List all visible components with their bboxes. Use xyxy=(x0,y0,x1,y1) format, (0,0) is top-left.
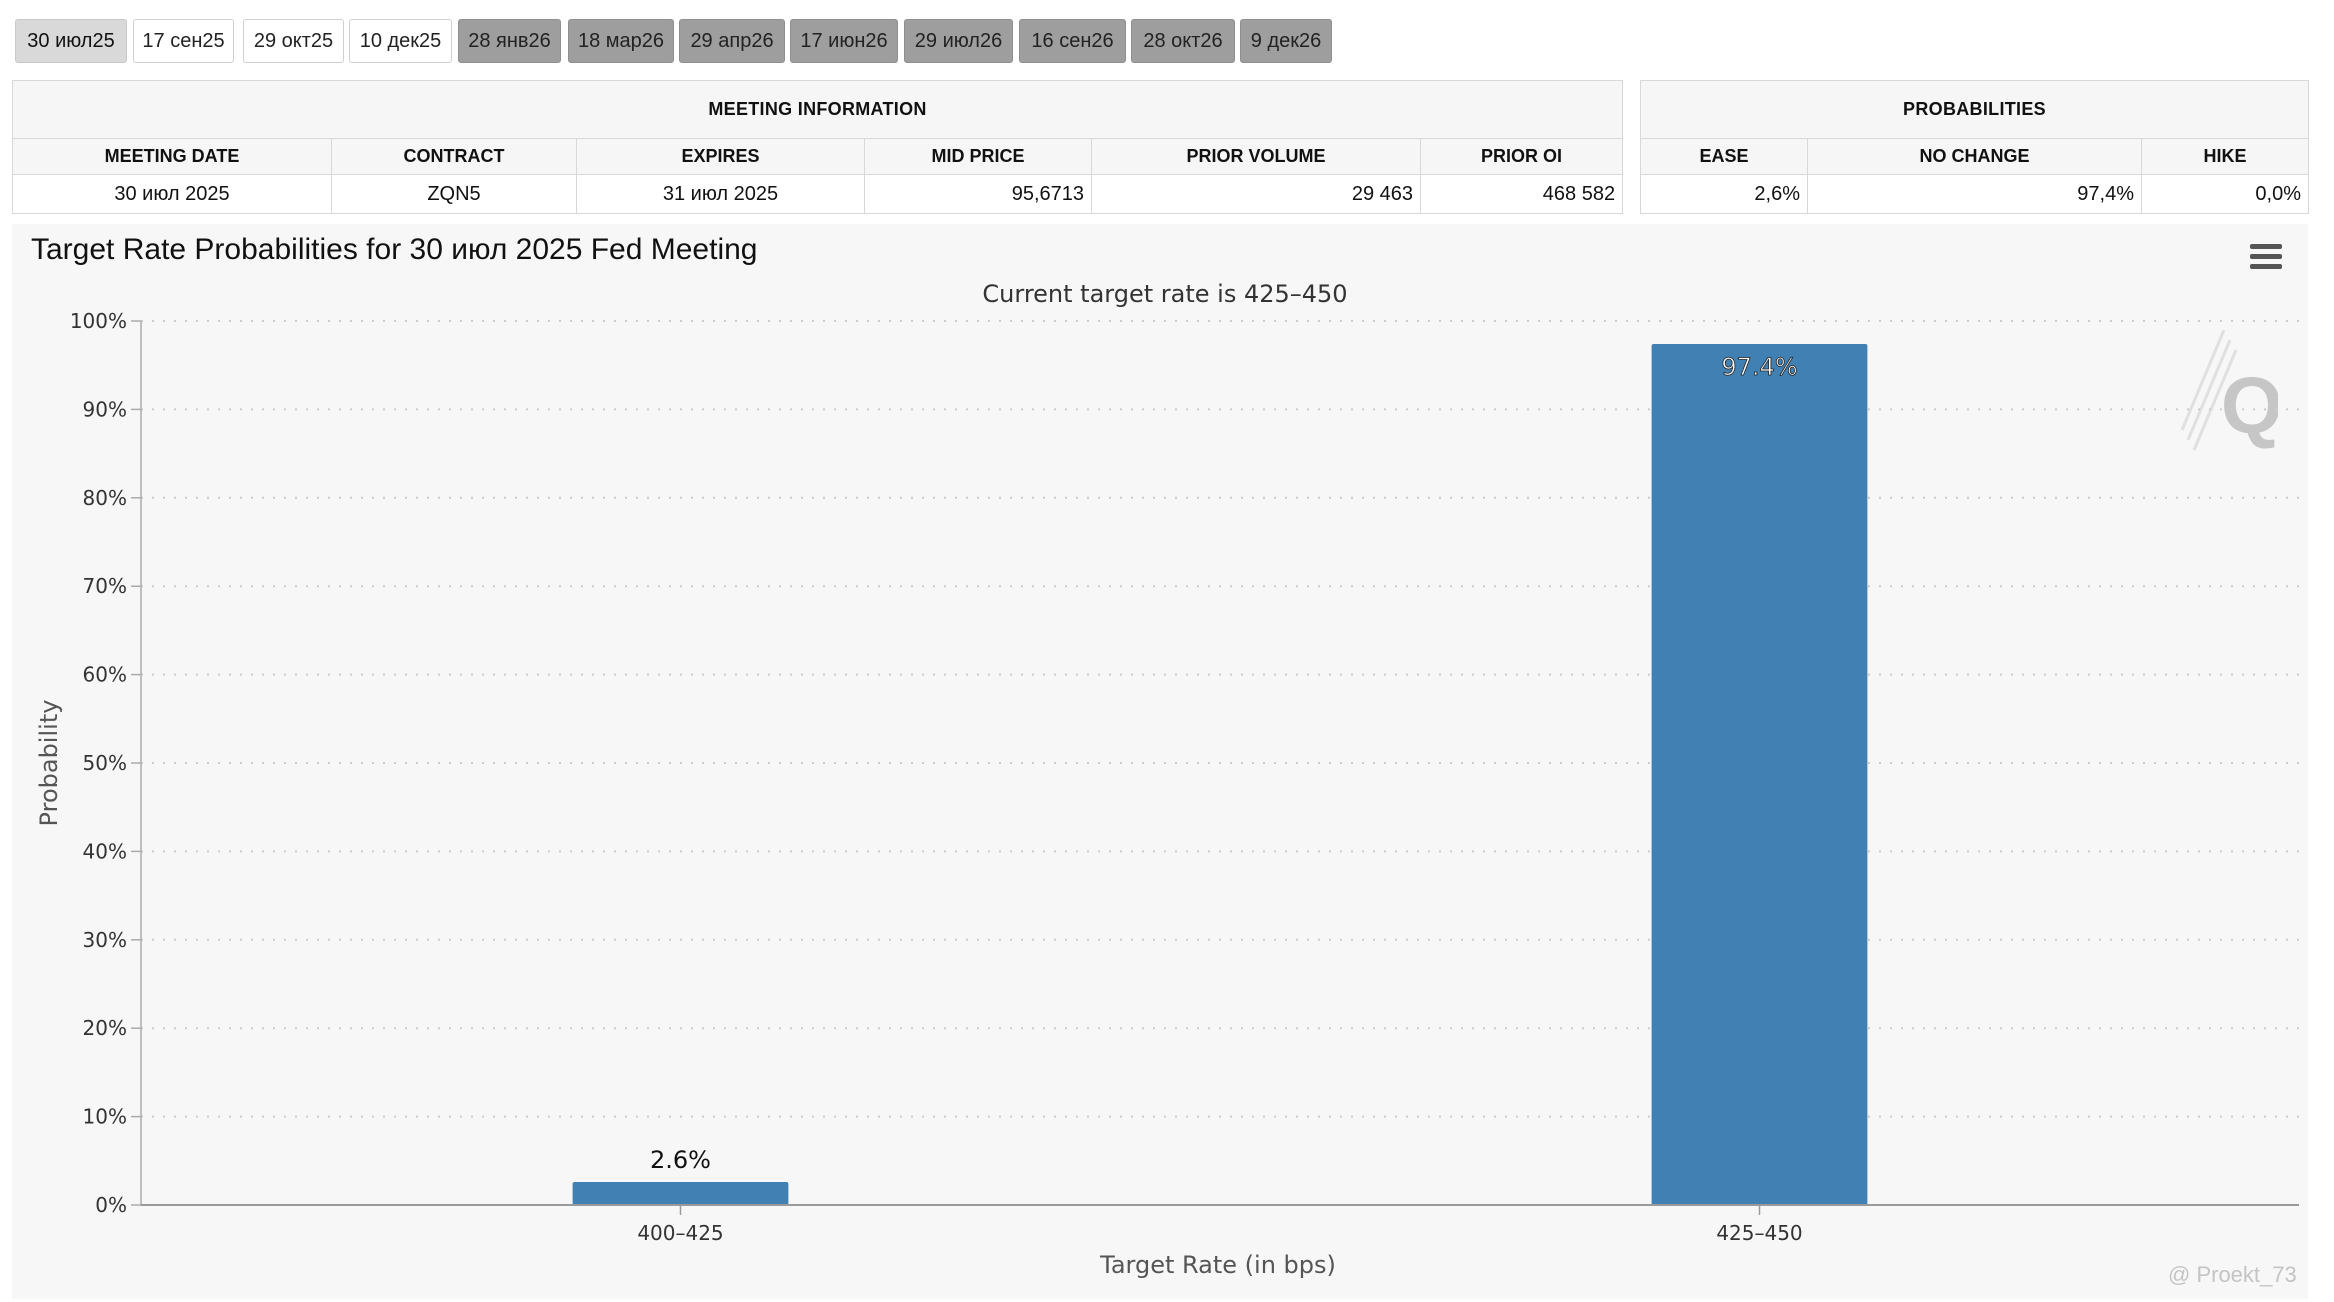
meeting-information-table: MEETING INFORMATION MEETING DATE CONTRAC… xyxy=(11,80,1624,214)
y-tick-label: 100% xyxy=(70,309,127,333)
column-header: HIKE xyxy=(2140,138,2310,175)
hamburger-menu-icon[interactable] xyxy=(2250,244,2282,270)
tab-9-dec-26[interactable]: 9 дек26 xyxy=(1240,19,1332,63)
y-tick-label: 0% xyxy=(95,1193,127,1217)
chart-subtitle: Current target rate is 425–450 xyxy=(982,280,1347,308)
column-header: PRIOR VOLUME xyxy=(1091,138,1421,175)
hike-cell: 0,0% xyxy=(2140,174,2310,214)
tab-28-jan-26[interactable]: 28 янв26 xyxy=(458,19,561,63)
bar-425–450[interactable] xyxy=(1651,343,1868,1205)
y-tick-label: 60% xyxy=(83,663,127,687)
author-watermark: @ Proekt_73 xyxy=(2168,1262,2297,1287)
column-header: EXPIRES xyxy=(576,138,865,175)
y-tick-label: 80% xyxy=(83,486,127,510)
y-tick-label: 10% xyxy=(83,1105,127,1129)
column-header: NO CHANGE xyxy=(1807,138,2142,175)
tab-10-dec-25[interactable]: 10 дек25 xyxy=(349,19,452,63)
table-row: 2,6% 97,4% 0,0% xyxy=(1640,174,2310,214)
tab-18-mar-26[interactable]: 18 мар26 xyxy=(568,19,674,63)
meeting-date-cell: 30 июл 2025 xyxy=(12,174,332,214)
column-header: MEETING DATE xyxy=(12,138,332,175)
tab-29-jul-26[interactable]: 29 июл26 xyxy=(904,19,1013,63)
y-tick-label: 90% xyxy=(83,397,127,421)
no-change-cell: 97,4% xyxy=(1807,174,2142,214)
tab-30-jul-25[interactable]: 30 июл25 xyxy=(15,19,127,63)
meeting-information-heading: MEETING INFORMATION xyxy=(11,80,1624,139)
y-tick-label: 30% xyxy=(83,928,127,952)
svg-text:Q: Q xyxy=(2221,361,2278,450)
tab-16-sep-26[interactable]: 16 сен26 xyxy=(1019,19,1126,63)
x-tick-label: 400–425 xyxy=(637,1221,723,1245)
y-tick-label: 50% xyxy=(83,751,127,775)
q-logo-watermark-icon: Q xyxy=(2180,330,2278,451)
tab-17-sep-25[interactable]: 17 сен25 xyxy=(133,19,234,63)
y-tick-label: 40% xyxy=(83,839,127,863)
tab-29-apr-26[interactable]: 29 апр26 xyxy=(679,19,785,63)
contract-cell: ZQN5 xyxy=(331,174,577,214)
expires-cell: 31 июл 2025 xyxy=(576,174,865,214)
bar-data-label: 2.6% xyxy=(650,1146,711,1174)
column-header: MID PRICE xyxy=(864,138,1092,175)
probabilities-table: PROBABILITIES EASE NO CHANGE HIKE 2,6% 9… xyxy=(1639,80,2310,214)
x-tick-label: 425–450 xyxy=(1716,1221,1802,1245)
column-header: PRIOR OI xyxy=(1419,138,1624,175)
tab-17-jun-26[interactable]: 17 июн26 xyxy=(790,19,898,63)
tab-28-oct-26[interactable]: 28 окт26 xyxy=(1131,19,1235,63)
chart-title: Target Rate Probabilities for 30 июл 202… xyxy=(31,233,758,266)
table-row: 30 июл 2025 ZQN5 31 июл 2025 95,6713 29 … xyxy=(12,174,1624,214)
chart-panel xyxy=(12,224,2308,1299)
bar-data-label: 97.4% xyxy=(1721,353,1797,381)
mid-price-cell: 95,6713 xyxy=(864,174,1092,214)
prior-oi-cell: 468 582 xyxy=(1419,174,1624,214)
prior-volume-cell: 29 463 xyxy=(1091,174,1421,214)
y-axis-title: Probability xyxy=(35,700,63,827)
y-tick-label: 20% xyxy=(83,1016,127,1040)
probabilities-heading: PROBABILITIES xyxy=(1639,80,2310,139)
y-tick-label: 70% xyxy=(83,574,127,598)
tab-29-oct-25[interactable]: 29 окт25 xyxy=(243,19,344,63)
x-axis-title: Target Rate (in bps) xyxy=(1099,1251,1336,1279)
bar-400–425[interactable] xyxy=(572,1182,789,1205)
column-header: CONTRACT xyxy=(331,138,577,175)
